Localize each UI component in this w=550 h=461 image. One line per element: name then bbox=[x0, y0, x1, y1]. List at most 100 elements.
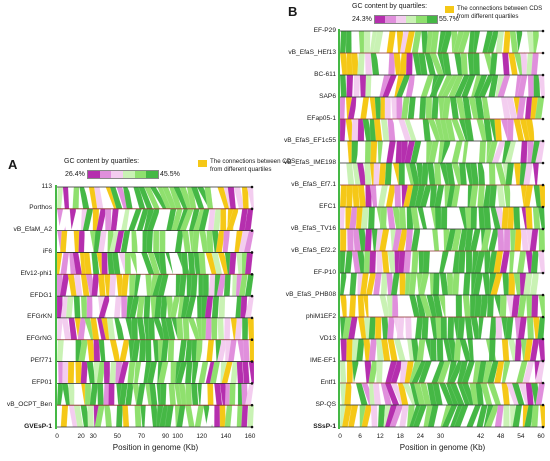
cds-connection-band bbox=[190, 383, 199, 406]
cds-connection-band bbox=[419, 96, 427, 120]
genome-label: EF-P10 bbox=[313, 268, 336, 276]
cds-connection-band bbox=[159, 230, 166, 253]
genome-label: vB_EfaS_HEf13 bbox=[288, 48, 336, 56]
genome-label: GVEsP-1 bbox=[24, 422, 52, 430]
cds-connection-band bbox=[152, 230, 160, 253]
gc-quartile-swatch bbox=[395, 16, 406, 23]
cds-connection-band bbox=[488, 162, 496, 186]
genome-end-marker bbox=[541, 337, 545, 341]
cds-connection-band bbox=[241, 317, 249, 340]
cds-connection-band bbox=[357, 52, 365, 76]
cds-connection-band bbox=[370, 140, 378, 164]
cds-connection-band bbox=[526, 316, 535, 340]
cds-connection-band bbox=[538, 228, 546, 252]
cds-connection-band bbox=[470, 206, 478, 230]
cds-connection-band bbox=[67, 230, 74, 253]
cds-connection-band bbox=[369, 250, 377, 274]
panel-b-gc-high-label: 55.7% bbox=[439, 16, 459, 23]
x-tick-label: 90 bbox=[161, 433, 170, 440]
panel-a-gc-legend-title: GC content by quartiles: bbox=[64, 158, 140, 165]
x-tick-label: 60 bbox=[537, 433, 545, 440]
cds-connection-band bbox=[367, 206, 376, 230]
x-tick-label: 30 bbox=[89, 433, 97, 440]
gc-quartile-swatch bbox=[405, 16, 417, 23]
cds-connection-band bbox=[447, 316, 455, 340]
genome-label: EFGrNG bbox=[26, 335, 52, 343]
cds-connection-band bbox=[339, 272, 348, 296]
cds-connection-band bbox=[339, 360, 347, 384]
cds-connection-band bbox=[190, 274, 198, 297]
cds-connection-band bbox=[430, 338, 437, 362]
cds-connection-band bbox=[460, 52, 469, 76]
cds-connection-band bbox=[434, 206, 442, 230]
genome-label: 113 bbox=[41, 182, 52, 190]
cds-connection-band bbox=[444, 294, 452, 318]
x-tick-label: 20 bbox=[77, 433, 85, 440]
gc-quartile-swatch bbox=[385, 16, 396, 23]
x-axis-title: Position in genome (Kb) bbox=[112, 443, 199, 452]
cds-connection-band bbox=[207, 383, 214, 406]
x-tick-label: 50 bbox=[113, 433, 121, 440]
genome-end-marker bbox=[250, 185, 254, 189]
cds-connection-band bbox=[247, 405, 255, 428]
genome-end-marker bbox=[541, 425, 545, 429]
cds-connection-band bbox=[185, 383, 193, 406]
cds-connection-band bbox=[241, 405, 249, 428]
cds-connection-band bbox=[148, 317, 155, 340]
genome-label: vB_OCPT_Ben bbox=[6, 400, 52, 408]
panel-b-connection-legend: The connections between CDS from differe… bbox=[457, 5, 543, 20]
cds-connection-band bbox=[80, 295, 88, 319]
genome-end-marker bbox=[250, 251, 254, 254]
genome-label: EFP01 bbox=[31, 378, 52, 386]
cds-connection-band bbox=[465, 250, 473, 274]
cds-connection-band bbox=[503, 404, 510, 428]
genome-start-bar bbox=[338, 29, 340, 429]
genome-end-marker bbox=[541, 51, 545, 55]
cds-connection-band bbox=[182, 317, 190, 340]
cds-connection-band bbox=[168, 274, 177, 297]
x-tick-label: 54 bbox=[517, 433, 525, 440]
genome-end-marker bbox=[541, 293, 545, 297]
genome-end-marker bbox=[541, 381, 545, 385]
cds-connection-band bbox=[440, 206, 448, 230]
cds-connection-band bbox=[384, 96, 391, 120]
cds-connection-band bbox=[131, 317, 138, 340]
cds-connection-band bbox=[120, 295, 128, 319]
cds-connection-band bbox=[138, 339, 147, 362]
genome-end-marker bbox=[541, 271, 545, 275]
genome-end-marker bbox=[541, 403, 545, 407]
cds-connection-band bbox=[531, 294, 539, 318]
cds-connection-band bbox=[72, 186, 80, 209]
cds-connection-band bbox=[351, 30, 358, 54]
cds-connection-band bbox=[458, 250, 466, 274]
genome-end-marker bbox=[541, 315, 545, 319]
cds-connection-band bbox=[376, 360, 383, 384]
cds-connection-band bbox=[224, 405, 233, 428]
cds-connection-band bbox=[135, 252, 144, 275]
gc-quartile-swatch bbox=[123, 171, 135, 178]
cds-connection-band bbox=[404, 316, 413, 340]
cds-connection-band bbox=[488, 338, 496, 362]
cds-connection-band bbox=[348, 294, 357, 318]
cds-connection-band bbox=[176, 317, 184, 340]
cds-connection-band bbox=[86, 295, 93, 319]
genome-end-marker bbox=[250, 382, 254, 385]
cds-connection-band bbox=[218, 295, 226, 319]
genome-end-marker bbox=[541, 161, 545, 165]
genome-end-marker bbox=[541, 29, 545, 33]
cds-connection-band bbox=[220, 208, 227, 231]
genome-label: vB_EfaS_Ef7.1 bbox=[291, 180, 336, 188]
genome-end-marker bbox=[250, 403, 254, 407]
cds-connection-band bbox=[346, 184, 353, 208]
panel-a-connection-legend: The connections between CDS from differe… bbox=[210, 158, 296, 173]
cds-connection-band bbox=[202, 274, 209, 297]
cds-connection-band bbox=[229, 383, 236, 406]
cds-connection-band bbox=[134, 405, 142, 428]
cds-connection-band bbox=[339, 140, 347, 164]
gc-quartile-swatch bbox=[146, 171, 159, 178]
cds-connection-band bbox=[473, 52, 481, 76]
cds-connection-band bbox=[159, 383, 167, 406]
cds-connection-band bbox=[217, 317, 225, 340]
cds-connection-band bbox=[392, 294, 399, 318]
genome-label: vB_EfaS_EF1c55 bbox=[283, 136, 336, 144]
